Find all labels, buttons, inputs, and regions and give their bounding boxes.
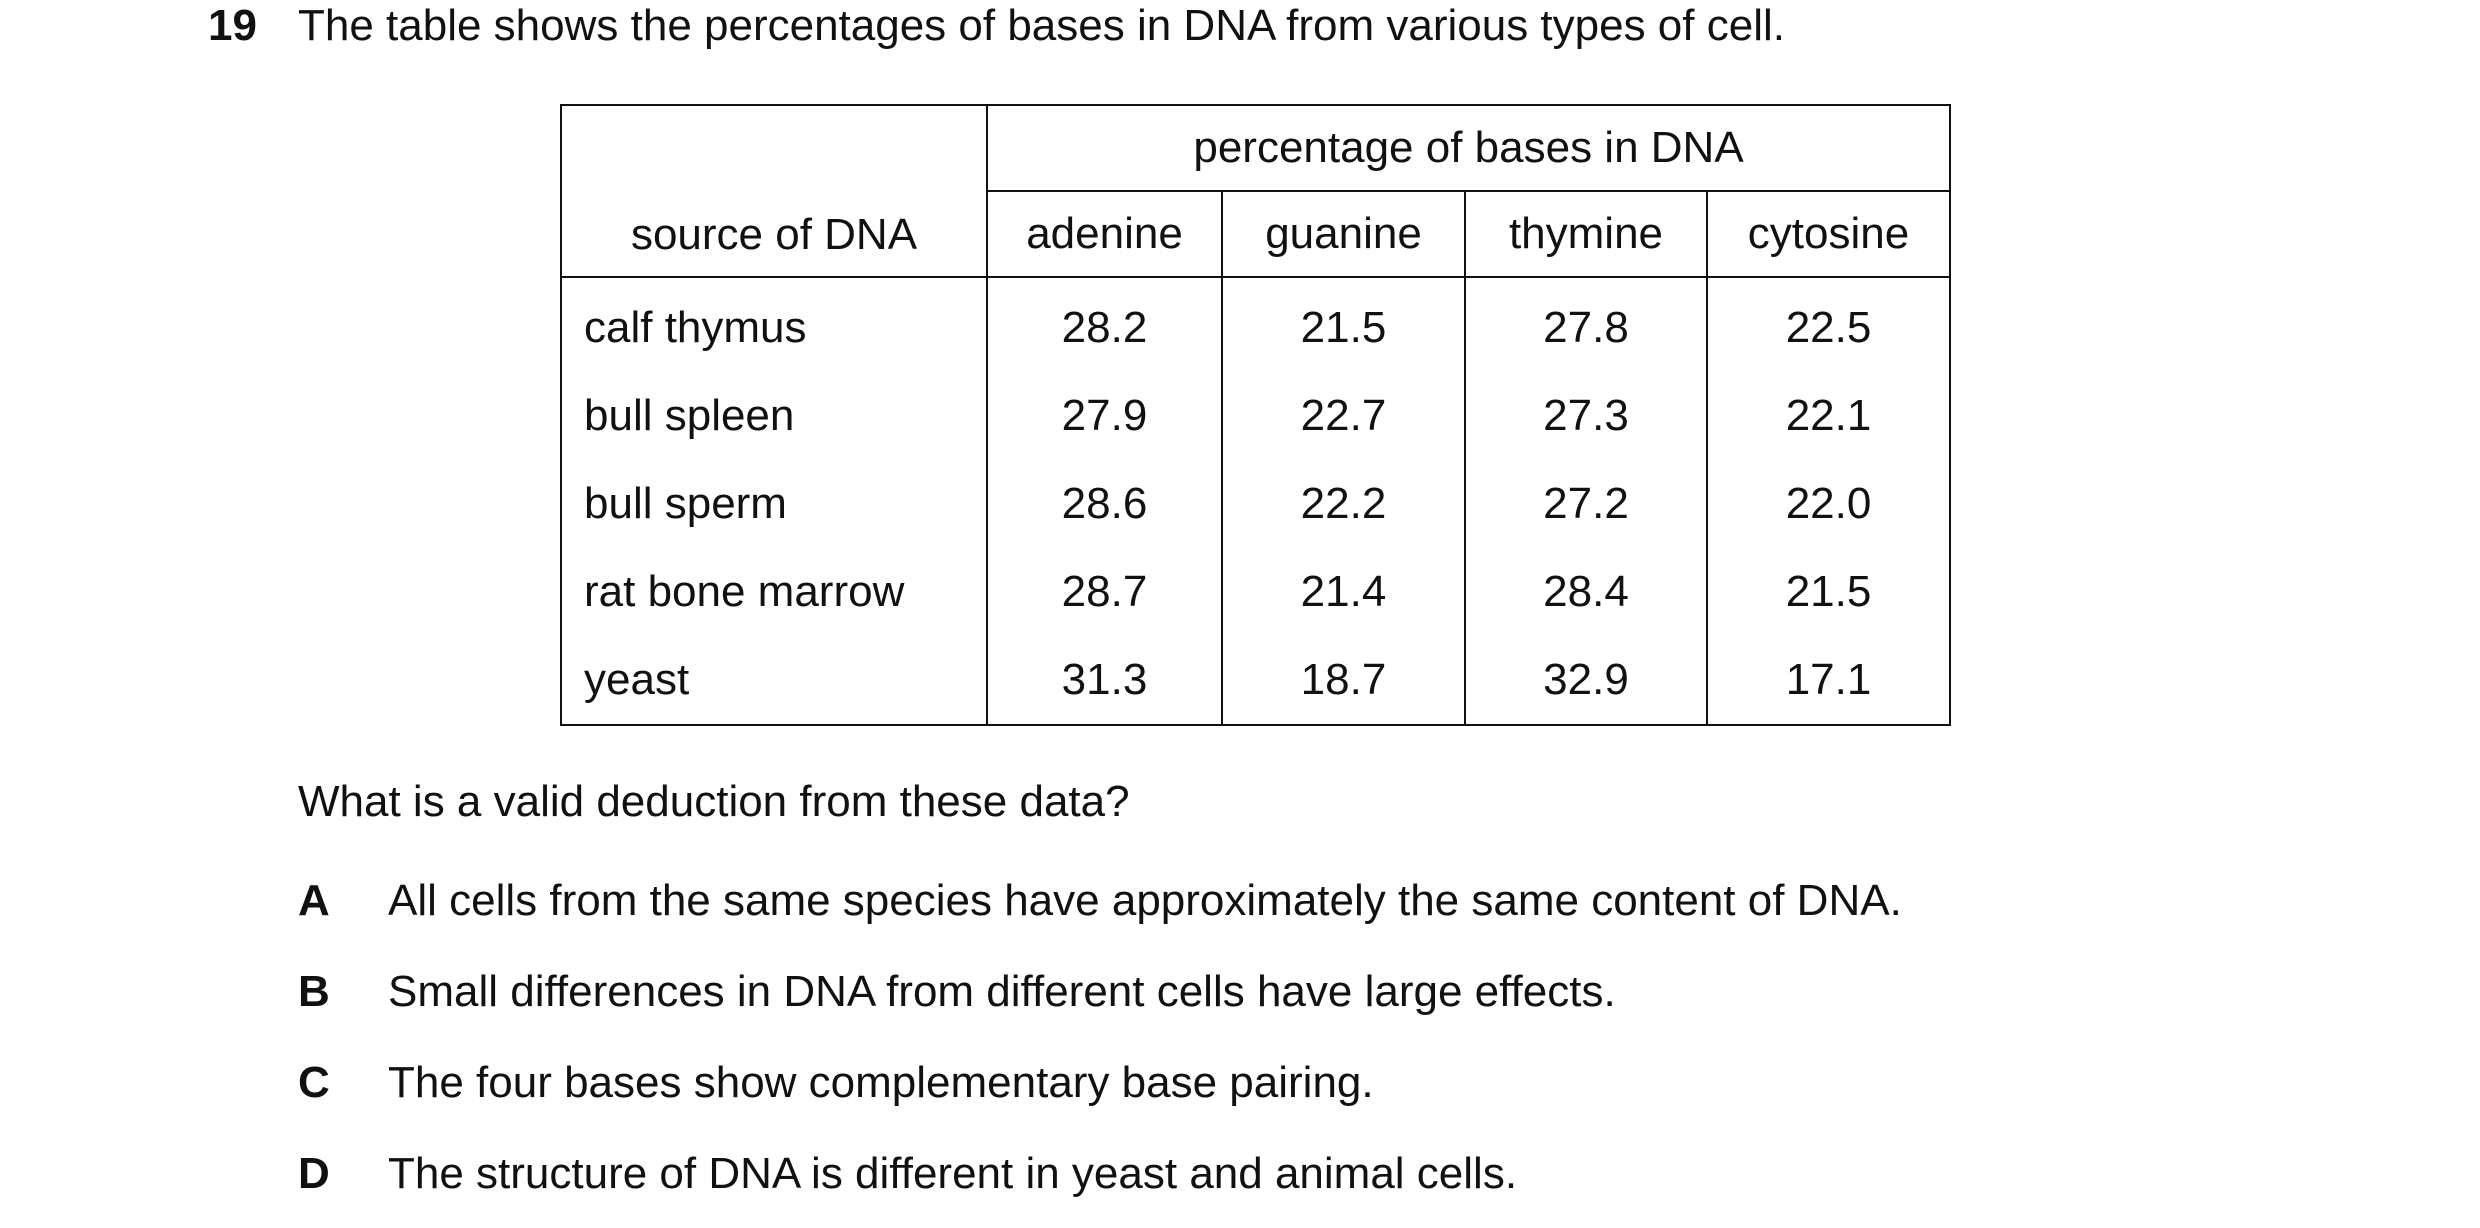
source-cell: rat bone marrow (560, 548, 988, 636)
table-row: yeast 31.3 18.7 32.9 17.1 (560, 636, 1952, 726)
option-b[interactable]: B Small differences in DNA from different… (298, 966, 1616, 1018)
value-cell: 22.0 (1705, 460, 1952, 548)
value-cell: 22.5 (1705, 277, 1952, 372)
option-letter: C (298, 1058, 330, 1107)
value-cell: 17.1 (1705, 636, 1952, 726)
table-row: bull sperm 28.6 22.2 27.2 22.0 (560, 460, 1952, 548)
option-c[interactable]: C The four bases show complementary base … (298, 1057, 1374, 1109)
value-cell: 22.1 (1705, 372, 1952, 460)
value-cell: 21.4 (1221, 548, 1466, 636)
option-text: Small differences in DNA from different … (388, 967, 1616, 1016)
column-header-adenine: adenine (986, 190, 1223, 278)
question-stem: The table shows the percentages of bases… (298, 1, 1785, 50)
value-cell: 22.2 (1221, 460, 1466, 548)
value-cell: 28.4 (1464, 548, 1708, 636)
value-cell: 28.2 (986, 277, 1223, 372)
value-cell: 22.7 (1221, 372, 1466, 460)
source-header: source of DNA (560, 104, 988, 278)
value-cell: 28.6 (986, 460, 1223, 548)
table-row: bull spleen 27.9 22.7 27.3 22.1 (560, 372, 1952, 460)
column-header-cytosine: cytosine (1705, 190, 1952, 278)
option-letter: D (298, 1149, 330, 1198)
option-text: The structure of DNA is different in yea… (388, 1149, 1518, 1198)
option-a[interactable]: A All cells from the same species have ap… (298, 875, 1902, 927)
value-cell: 31.3 (986, 636, 1223, 726)
column-header-guanine: guanine (1221, 190, 1466, 278)
value-cell: 18.7 (1221, 636, 1466, 726)
option-letter: B (298, 967, 330, 1016)
value-cell: 28.7 (986, 548, 1223, 636)
value-cell: 27.8 (1464, 277, 1708, 372)
source-cell: yeast (560, 636, 988, 726)
option-letter: A (298, 876, 330, 925)
table-row: calf thymus 28.2 21.5 27.8 22.5 (560, 277, 1952, 372)
column-header-thymine: thymine (1464, 190, 1708, 278)
value-cell: 27.9 (986, 372, 1223, 460)
value-cell: 32.9 (1464, 636, 1708, 726)
source-cell: calf thymus (560, 277, 988, 372)
question-number: 19 (208, 1, 257, 50)
value-cell: 27.3 (1464, 372, 1708, 460)
option-text: The four bases show complementary base p… (388, 1058, 1374, 1107)
source-cell: bull sperm (560, 460, 988, 548)
value-cell: 21.5 (1705, 548, 1952, 636)
group-header: percentage of bases in DNA (985, 104, 1952, 192)
option-text: All cells from the same species have app… (388, 876, 1902, 925)
value-cell: 21.5 (1221, 277, 1466, 372)
source-cell: bull spleen (560, 372, 988, 460)
option-d[interactable]: D The structure of DNA is different in ye… (298, 1148, 1517, 1200)
question-prompt: What is a valid deduction from these dat… (298, 777, 1130, 826)
value-cell: 27.2 (1464, 460, 1708, 548)
dna-bases-table: source of DNA percentage of bases in DNA… (560, 104, 1952, 726)
table-row: rat bone marrow 28.7 21.4 28.4 21.5 (560, 548, 1952, 636)
